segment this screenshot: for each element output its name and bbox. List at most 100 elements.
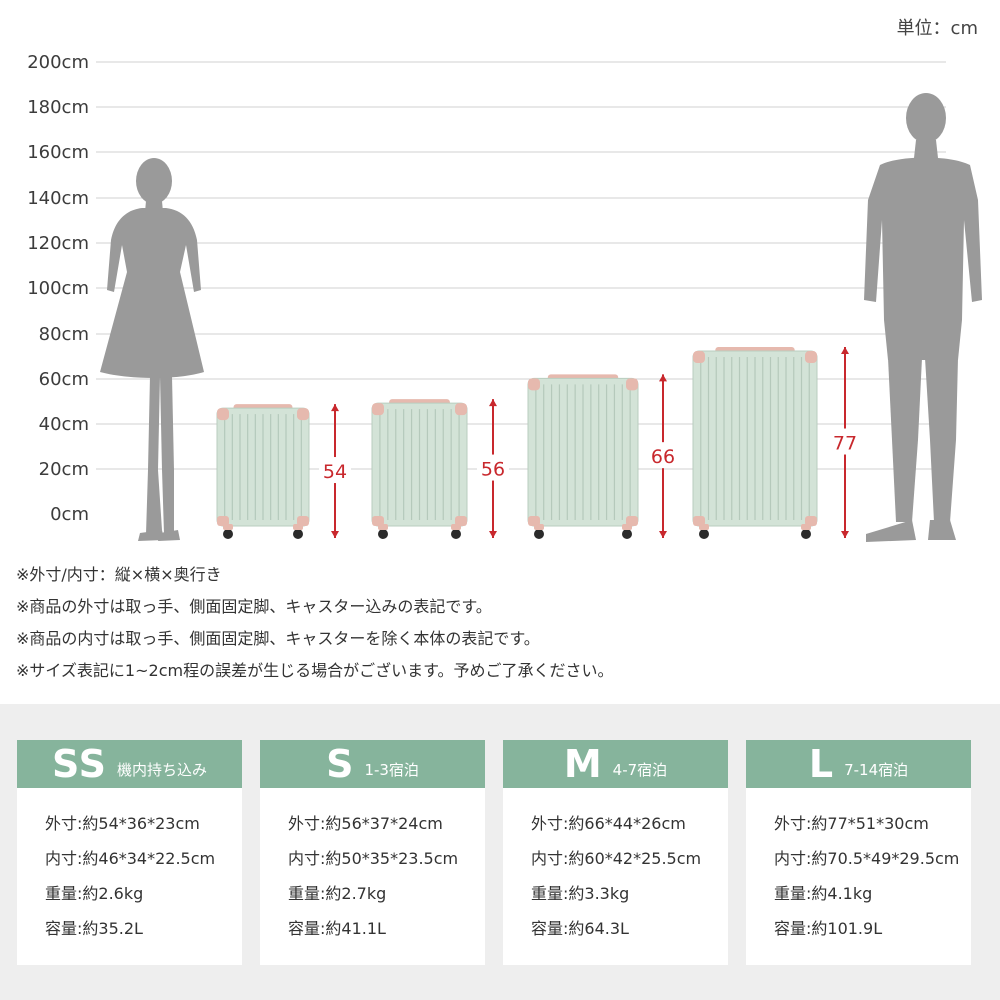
corner-guard [297,516,309,526]
wheel-mount [534,524,544,530]
arrow-down-icon [841,531,849,538]
wheel-mount [801,524,811,530]
spec-outer: 外寸:約77*51*30cm [774,814,929,833]
spec-capacity: 容量:約41.1L [288,919,386,938]
wheel-mount [378,524,388,530]
wheel-icon [293,529,303,539]
corner-guard [455,403,467,416]
woman-silhouette-icon [100,158,204,541]
corner-guard [297,408,309,421]
note-line: ※商品の外寸は取っ手、側面固定脚、キャスター込みの表記です。 [16,597,492,616]
spec-list: 外寸:約66*44*26cm 内寸:約60*42*25.5cm 重量:約3.3k… [503,788,728,950]
corner-guard [528,516,540,526]
spec-card-l: L 7-14宿泊 外寸:約77*51*30cm 内寸:約70.5*49*29.5… [746,740,971,965]
corner-guard [372,403,384,416]
wheel-mount [451,524,461,530]
wheel-mount [293,524,303,530]
dimension-layer: 54 56 66 77 [319,347,861,538]
wheel-icon [451,529,461,539]
spec-inner: 内寸:約70.5*49*29.5cm [774,849,960,868]
dimension-marker-s: 56 [477,399,509,538]
wheel-icon [378,529,388,539]
y-label-140: 140cm [27,188,89,209]
y-label-20: 20cm [39,459,89,480]
y-label-200: 200cm [27,52,89,73]
arrow-up-icon [331,404,339,412]
spec-inner: 内寸:約60*42*25.5cm [531,849,702,868]
note-line: ※外寸/内寸：縦×横×奥行き [16,565,222,584]
dimension-label-bg [319,457,351,484]
dimension-value: 54 [323,461,347,483]
spec-inner: 内寸:約46*34*22.5cm [45,849,216,868]
suitcase-l [692,347,818,539]
size-subtitle: 機内持ち込み [117,760,208,779]
arrow-up-icon [489,399,497,407]
size-letter: SS [51,742,107,786]
corner-guard [528,378,540,391]
spec-card-s: S 1-3宿泊 外寸:約56*37*24cm 内寸:約50*35*23.5cm … [260,740,485,965]
y-label-40: 40cm [39,414,89,435]
corner-guard [805,351,817,364]
size-subtitle: 1-3宿泊 [364,760,419,779]
y-label-60: 60cm [39,369,89,390]
size-subtitle: 4-7宿泊 [612,760,668,779]
arrow-up-icon [841,347,849,355]
arrow-down-icon [659,531,667,538]
wheel-mount [622,524,632,530]
spec-weight: 重量:約4.1kg [774,884,873,903]
spec-card-ss: SS 機内持ち込み 外寸:約54*36*23cm 内寸:約46*34*22.5c… [17,740,242,965]
note-line: ※サイズ表記に1~2cm程の誤差が生じる場合がございます。予めご了承ください。 [16,661,614,680]
spec-list: 外寸:約56*37*24cm 内寸:約50*35*23.5cm 重量:約2.7k… [260,788,485,950]
wheel-mount [223,524,233,530]
y-label-160: 160cm [27,142,89,163]
arrow-up-icon [659,374,667,382]
size-subtitle: 7-14宿泊 [844,760,909,779]
spec-inner: 内寸:約50*35*23.5cm [288,849,459,868]
spec-band: SS 機内持ち込み 外寸:約54*36*23cm 内寸:約46*34*22.5c… [0,704,1000,1000]
corner-guard [693,516,705,526]
dimension-label-bg [647,442,679,469]
spec-capacity: 容量:約35.2L [45,919,143,938]
corner-guard [805,516,817,526]
size-letter: S [326,742,355,786]
spec-weight: 重量:約2.6kg [45,884,144,903]
suitcase-s [371,399,468,539]
suitcase-layer [216,347,818,539]
y-axis-labels: 200cm 180cm 160cm 140cm 120cm 100cm 80cm… [27,52,89,525]
size-letter: M [563,742,603,786]
note-line: ※商品の内寸は取っ手、側面固定脚、キャスターを除く本体の表記です。 [16,629,540,648]
y-label-180: 180cm [27,97,89,118]
corner-guard [693,351,705,364]
man-silhouette-icon [864,93,982,542]
y-label-80: 80cm [39,324,89,345]
suitcase-ss [216,404,310,539]
spec-card-header: L 7-14宿泊 [746,740,971,788]
dimension-value: 77 [833,433,857,455]
dimension-label-bg [829,428,861,455]
wheel-icon [534,529,544,539]
corner-guard [455,516,467,526]
notes: ※外寸/内寸：縦×横×奥行き ※商品の外寸は取っ手、側面固定脚、キャスター込みの… [16,559,613,687]
corner-guard [626,516,638,526]
spec-capacity: 容量:約101.9L [774,919,883,938]
height-comparison-chart: 200cm 180cm 160cm 140cm 120cm 100cm 80cm… [27,52,982,542]
size-letter: L [808,742,835,786]
wheel-icon [622,529,632,539]
wheel-icon [699,529,709,539]
wheel-icon [801,529,811,539]
corner-guard [626,378,638,391]
y-label-120: 120cm [27,233,89,254]
spec-capacity: 容量:約64.3L [531,919,629,938]
unit-label: 単位：cm [896,18,978,39]
dimension-marker-l: 77 [829,347,861,538]
spec-weight: 重量:約3.3kg [531,884,630,903]
dimension-label-bg [477,454,509,481]
spec-outer: 外寸:約66*44*26cm [531,814,686,833]
dimension-marker-ss: 54 [319,404,351,538]
corner-guard [217,408,229,421]
wheel-mount [699,524,709,530]
spec-outer: 外寸:約54*36*23cm [45,814,200,833]
spec-card-header: M 4-7宿泊 [503,740,728,788]
dimension-marker-m: 66 [647,374,679,538]
spec-outer: 外寸:約56*37*24cm [288,814,443,833]
